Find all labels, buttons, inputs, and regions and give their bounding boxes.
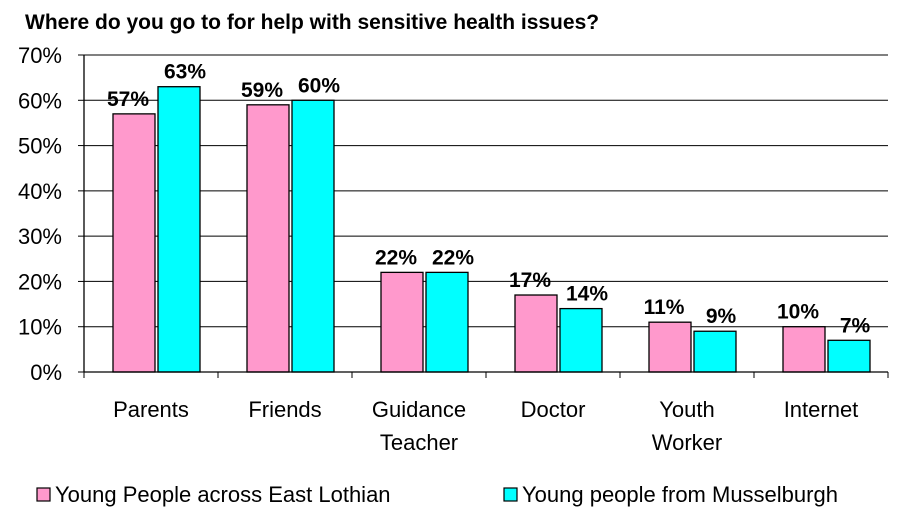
category-label-line: Teacher	[380, 430, 458, 455]
axes	[83, 55, 889, 378]
category-label-line: Doctor	[521, 397, 586, 422]
bar	[157, 86, 201, 373]
x-axis-categories: Parents Friends Guidance Teacher Doctor Youth…	[113, 397, 858, 455]
bar	[693, 330, 737, 373]
data-labels: 57% 59% 22% 17% 11% 10% 63% 60% 22% 14% 9% 7%	[107, 61, 871, 338]
category-label-line: Internet	[784, 397, 859, 422]
category-label: Doctor	[521, 397, 586, 422]
y-tick-label: 40%	[18, 179, 62, 204]
data-label: 59%	[241, 79, 283, 102]
category-label: Parents	[113, 397, 189, 422]
y-tick-label: 10%	[18, 315, 62, 340]
data-label: 14%	[566, 283, 608, 306]
bar	[648, 321, 692, 373]
data-label: 7%	[840, 314, 871, 337]
legend-label: Young people from Musselburgh	[522, 482, 838, 507]
category-label: Guidance Teacher	[372, 397, 466, 455]
bars	[112, 86, 871, 373]
category-label-line: Guidance	[372, 397, 466, 422]
data-label: 10%	[777, 301, 819, 324]
data-label: 57%	[107, 88, 149, 111]
category-label-line: Parents	[113, 397, 189, 422]
bar	[827, 339, 871, 373]
data-label: 60%	[298, 74, 340, 97]
gridlines	[78, 54, 888, 373]
bar	[246, 104, 290, 373]
category-label: Internet	[784, 397, 859, 422]
y-tick-label: 70%	[18, 43, 62, 68]
bar	[559, 307, 603, 373]
bar	[425, 271, 469, 373]
legend: Young People across East Lothian Young pe…	[36, 482, 838, 507]
category-label: Youth Worker	[652, 397, 723, 455]
bar	[380, 271, 424, 373]
y-tick-label: 60%	[18, 88, 62, 113]
bar	[112, 113, 156, 373]
y-tick-label: 50%	[18, 134, 62, 159]
y-tick-label: 30%	[18, 224, 62, 249]
y-tick-label: 20%	[18, 269, 62, 294]
category-label-line: Worker	[652, 430, 723, 455]
legend-swatch	[36, 487, 51, 502]
category-label-line: Friends	[248, 397, 321, 422]
data-label: 22%	[432, 246, 474, 269]
data-label: 9%	[706, 305, 737, 328]
bar	[782, 326, 826, 373]
legend-swatch	[503, 487, 518, 502]
chart-title: Where do you go to for help with sensiti…	[25, 11, 599, 34]
data-label: 22%	[375, 246, 417, 269]
y-axis-ticks: 0% 10% 20% 30% 40% 50% 60% 70%	[18, 43, 62, 385]
data-label: 11%	[644, 296, 685, 319]
category-label: Friends	[248, 397, 321, 422]
data-label: 17%	[509, 269, 551, 292]
bar	[291, 99, 335, 373]
legend-label: Young People across East Lothian	[55, 482, 391, 507]
category-label-line: Youth	[659, 397, 714, 422]
data-label: 63%	[164, 61, 206, 84]
y-tick-label: 0%	[30, 360, 62, 385]
bar	[514, 294, 558, 373]
